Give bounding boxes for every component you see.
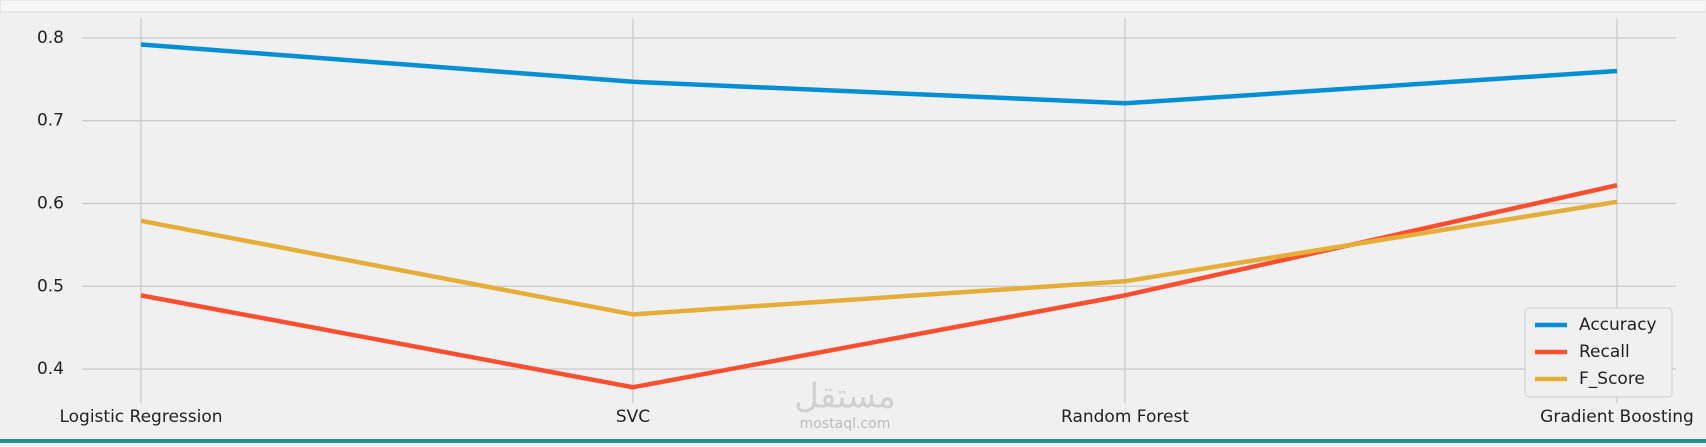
legend-label: Accuracy: [1579, 315, 1657, 335]
line: [140, 42, 1618, 106]
x-tick-label: SVC: [616, 407, 650, 427]
x-tick-label: Random Forest: [1061, 407, 1189, 427]
y-tick-label: 0.4: [37, 359, 64, 379]
legend-label: Recall: [1579, 342, 1630, 362]
watermark: مستقل: [794, 377, 896, 417]
legend-box: [1524, 307, 1673, 398]
y-tick-label: 0.5: [37, 276, 64, 296]
y-tick-label: 0.6: [37, 193, 64, 213]
legend-label: F_Score: [1579, 369, 1645, 389]
x-tick-label: Logistic Regression: [59, 407, 222, 427]
y-tick-label: 0.8: [37, 28, 64, 48]
legend: Accuracy Recall F_Score: [1524, 307, 1673, 398]
watermark: mostaql.com: [800, 416, 891, 432]
x-tick-label: Gradient Boosting: [1540, 407, 1694, 427]
toolbar-strip: [0, 0, 1706, 13]
line: [140, 199, 1618, 317]
bottom-border: [0, 439, 1706, 443]
y-tick-label: 0.7: [37, 111, 64, 131]
